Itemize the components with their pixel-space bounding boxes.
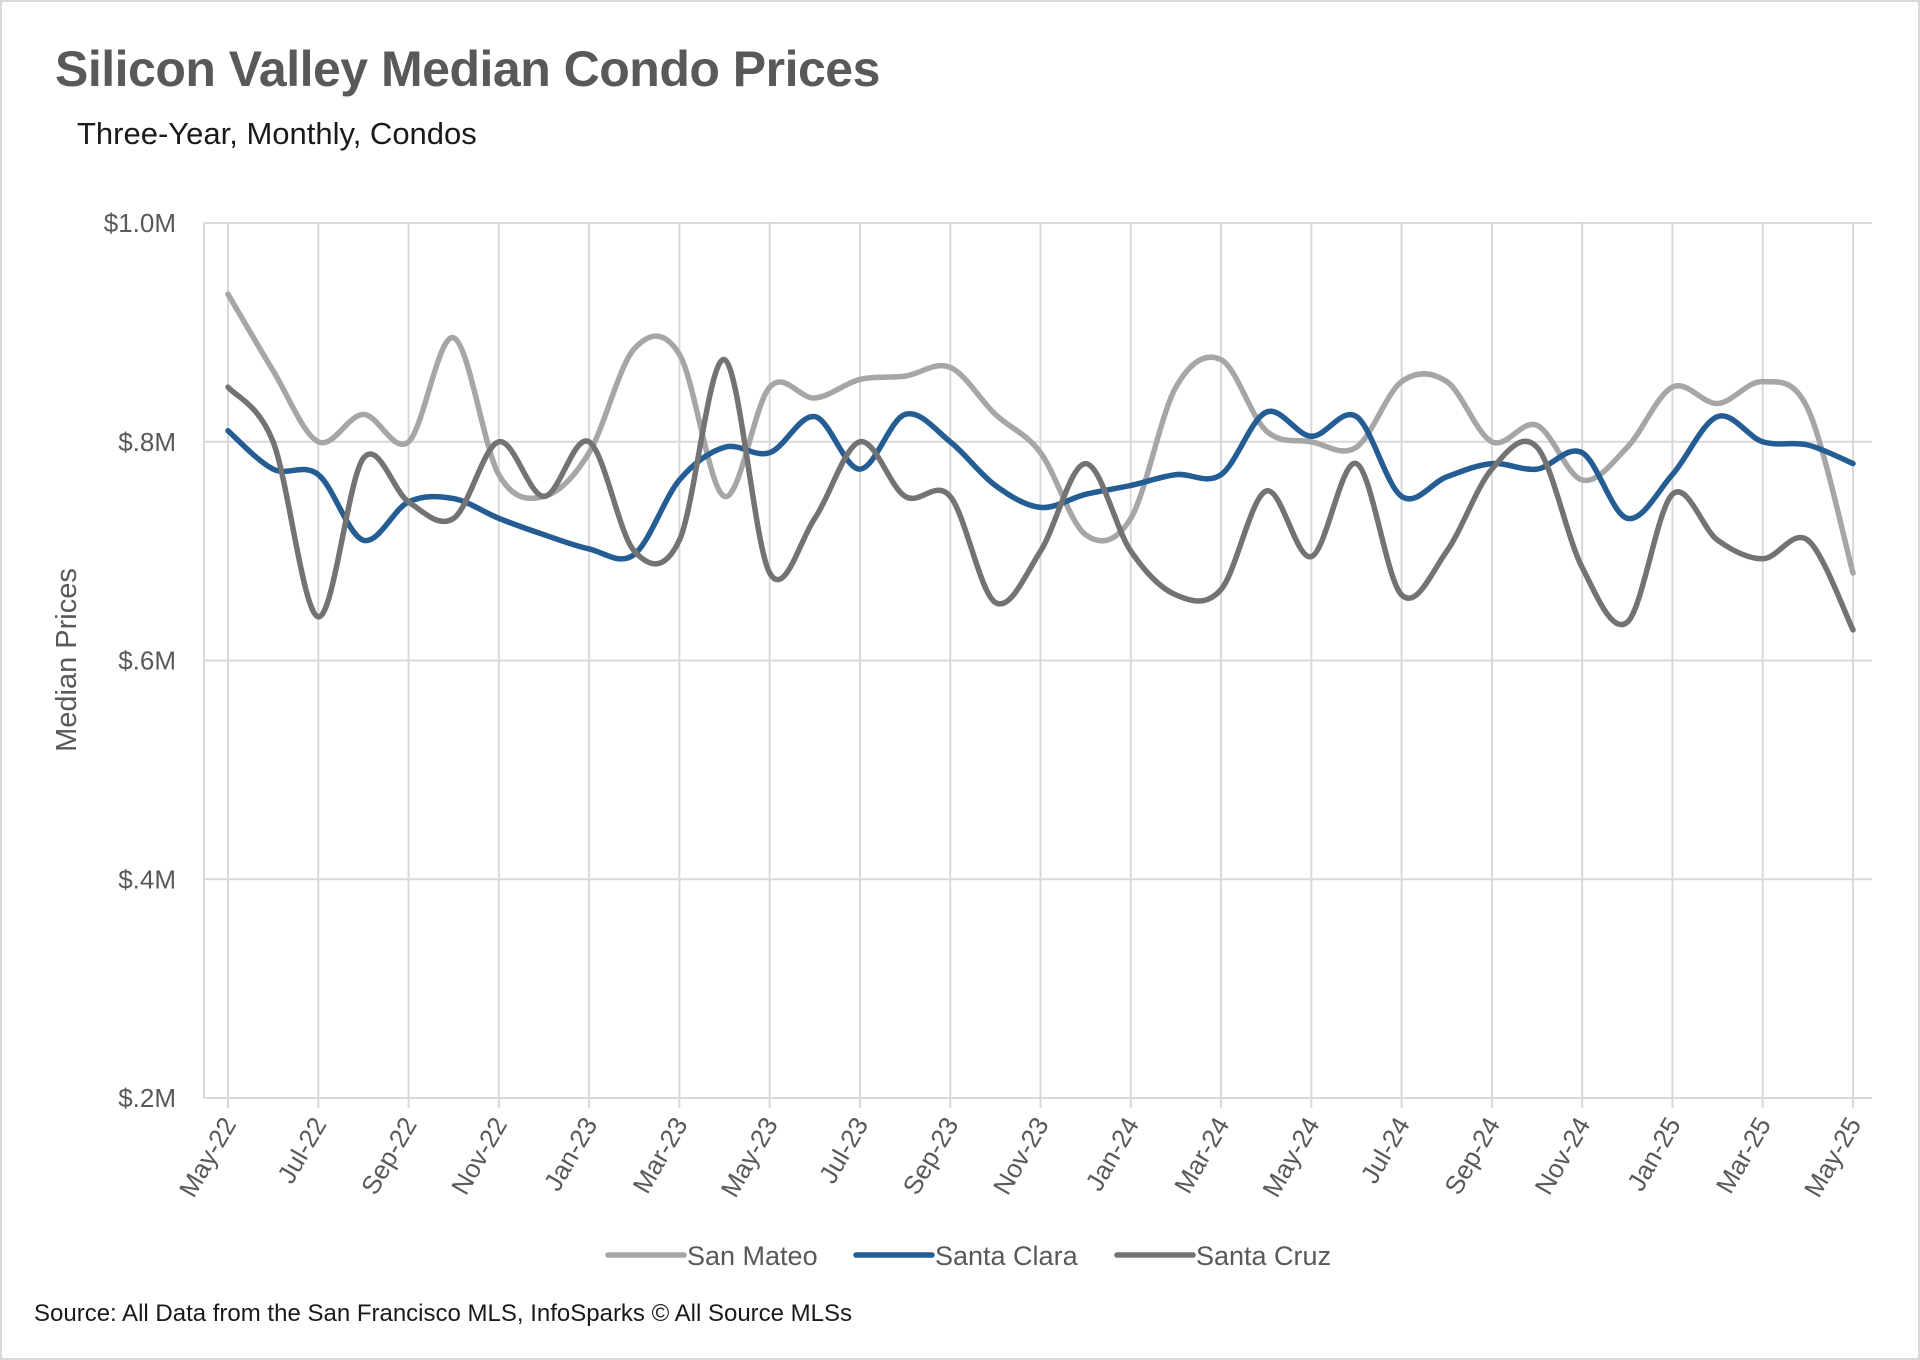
grid-lines [203, 222, 1872, 1108]
x-tick-label: May-23 [715, 1112, 784, 1202]
series-line-san-mateo [225, 291, 1856, 576]
x-tick-label: Mar-24 [1168, 1112, 1235, 1198]
x-tick-label: Jan-23 [538, 1112, 604, 1196]
x-tick-label: Jul-24 [1354, 1112, 1415, 1188]
y-tick-label: $1.0M [104, 208, 176, 238]
legend: San Mateo Santa Clara Santa Cruz [605, 1241, 1331, 1271]
x-tick-label: Sep-24 [1438, 1112, 1506, 1200]
series-line-santa-clara [225, 408, 1856, 562]
x-tick-label: Jul-23 [813, 1112, 874, 1188]
x-tick-label: Jul-22 [271, 1112, 332, 1188]
x-tick-label: May-25 [1798, 1112, 1867, 1202]
x-tick-label: Jan-25 [1621, 1112, 1687, 1196]
x-tick-label: May-22 [173, 1112, 242, 1202]
source-note: Source: All Data from the San Francisco … [34, 1300, 853, 1327]
x-tick-label: May-24 [1256, 1112, 1325, 1202]
x-axis-ticks: May-22 Jul-22 Sep-22 Nov-22 Jan-23 Mar-23 May-… [173, 1112, 1867, 1202]
y-axis-title: Median Prices [51, 568, 83, 752]
y-tick-label: $.4M [118, 864, 176, 894]
legend-label-santa-cruz: Santa Cruz [1196, 1241, 1331, 1271]
legend-label-san-mateo: San Mateo [687, 1241, 818, 1271]
y-tick-label: $.6M [118, 646, 176, 676]
x-tick-label: Nov-23 [987, 1112, 1055, 1200]
x-tick-label: Mar-23 [626, 1112, 693, 1198]
series-line-santa-cruz [225, 356, 1856, 633]
x-tick-label: Mar-25 [1710, 1112, 1777, 1198]
series-lines [225, 291, 1856, 633]
x-tick-label: Nov-24 [1528, 1112, 1596, 1200]
x-tick-label: Nov-22 [445, 1112, 513, 1200]
y-tick-label: $.2M [118, 1083, 176, 1113]
y-axis-ticks: $.2M $.4M $.6M $.8M $1.0M [104, 208, 176, 1113]
chart-title: Silicon Valley Median Condo Prices [55, 41, 880, 97]
x-tick-label: Sep-23 [897, 1112, 965, 1200]
chart-subtitle: Three-Year, Monthly, Condos [77, 116, 477, 151]
y-tick-label: $.8M [118, 427, 176, 457]
x-tick-label: Jan-24 [1079, 1112, 1145, 1196]
x-tick-label: Sep-22 [355, 1112, 423, 1200]
legend-label-santa-clara: Santa Clara [935, 1241, 1079, 1271]
